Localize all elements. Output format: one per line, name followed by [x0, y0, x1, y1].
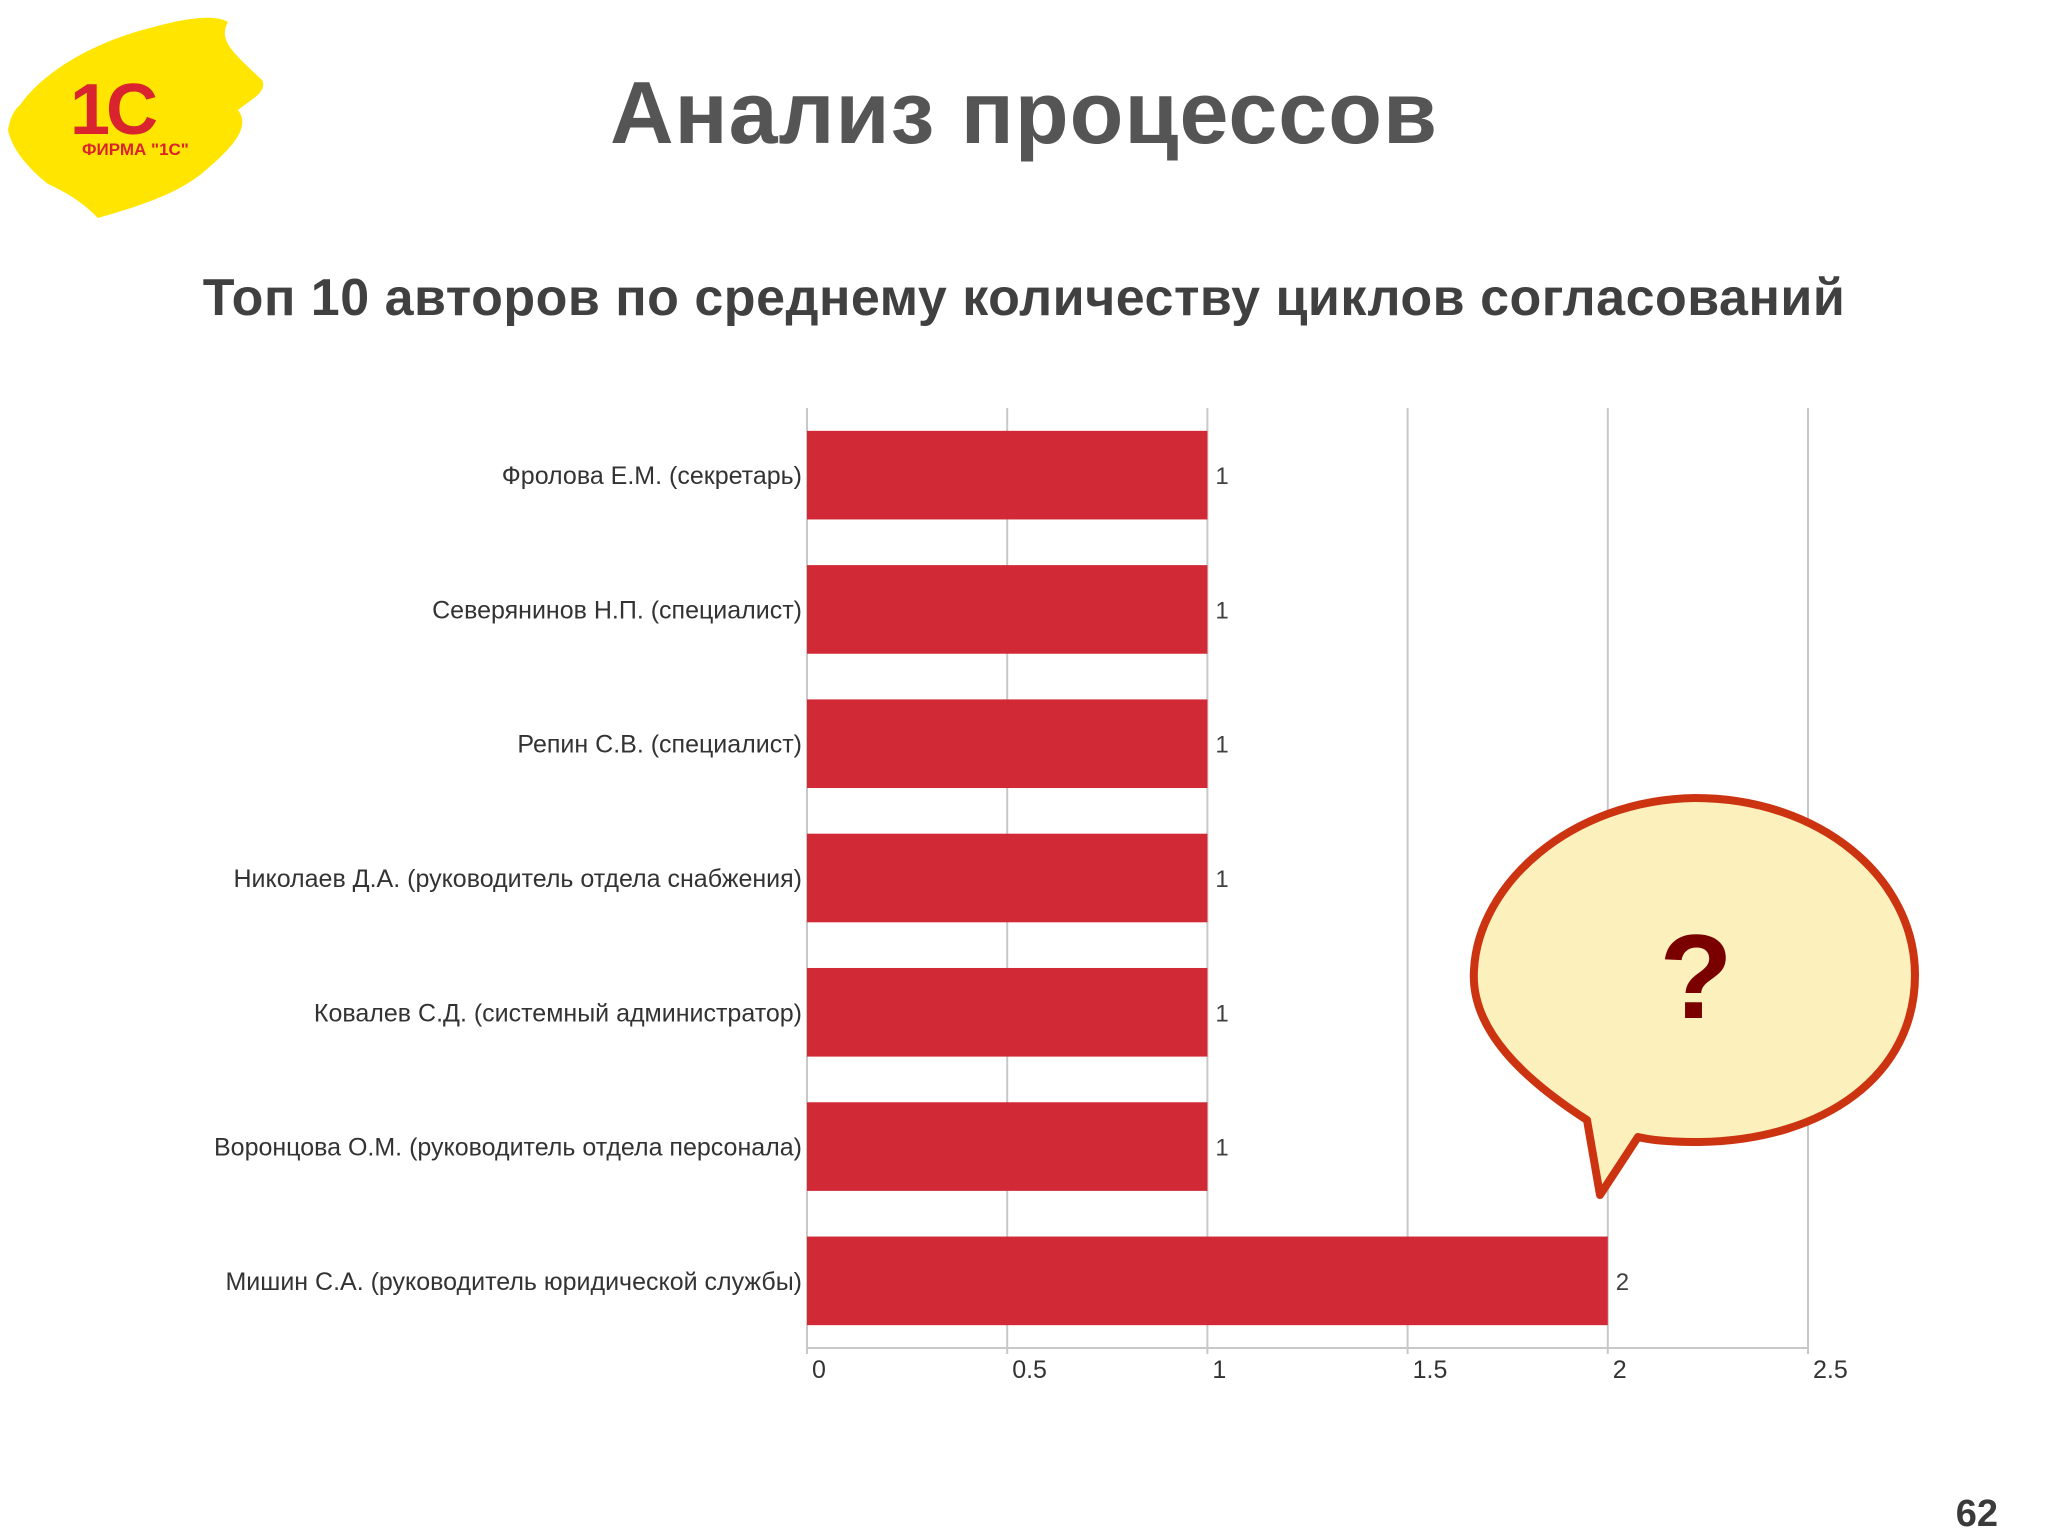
bar [807, 565, 1208, 654]
x-tick-label: 2.5 [1813, 1356, 1848, 1384]
data-label: 1 [1215, 1135, 1228, 1162]
bar [807, 430, 1208, 520]
data-label: 1 [1215, 1000, 1228, 1027]
category-label: Северянинов Н.П. (специалист) [432, 596, 802, 624]
slide-title: Анализ процессов [609, 63, 1439, 162]
category-label: Фролова Е.М. (секретарь) [502, 462, 802, 490]
chart-title: Топ 10 авторов по среднему количеству ци… [202, 269, 1846, 327]
question-mark: ? [1659, 910, 1732, 1044]
company-logo: 1С ФИРМА "1С" [8, 17, 264, 219]
category-label: Мишин С.А. (руководитель юридической слу… [225, 1268, 802, 1296]
data-label: 1 [1215, 866, 1228, 893]
logo-mark: 1С [70, 70, 157, 150]
bar [807, 833, 1208, 923]
speech-bubble-shape [1469, 794, 1919, 1199]
data-label: 1 [1215, 463, 1228, 490]
x-tick-label: 0.5 [1012, 1356, 1047, 1384]
category-label: Воронцова О.М. (руководитель отдела перс… [214, 1134, 802, 1162]
bar [807, 967, 1208, 1057]
page-number: 62 [1955, 1493, 1998, 1535]
bar [807, 699, 1208, 789]
data-label: 1 [1215, 597, 1228, 624]
x-tick-label: 1.5 [1413, 1356, 1448, 1384]
x-tick-label: 0 [812, 1356, 826, 1384]
x-tick-label: 1 [1212, 1356, 1226, 1384]
data-label: 1 [1215, 732, 1228, 759]
category-label: Репин С.В. (специалист) [517, 731, 802, 759]
bar [807, 1236, 1608, 1326]
logo-brush-shape [8, 17, 264, 219]
data-label: 2 [1616, 1269, 1629, 1296]
logo-caption: ФИРМА "1С" [82, 140, 189, 159]
bar [807, 1102, 1208, 1191]
category-label: Николаев Д.А. (руководитель отдела снабж… [233, 865, 802, 893]
x-tick-label: 2 [1613, 1356, 1627, 1384]
category-label: Ковалев С.Д. (системный администратор) [314, 999, 802, 1027]
question-callout: ? [1469, 794, 1919, 1199]
